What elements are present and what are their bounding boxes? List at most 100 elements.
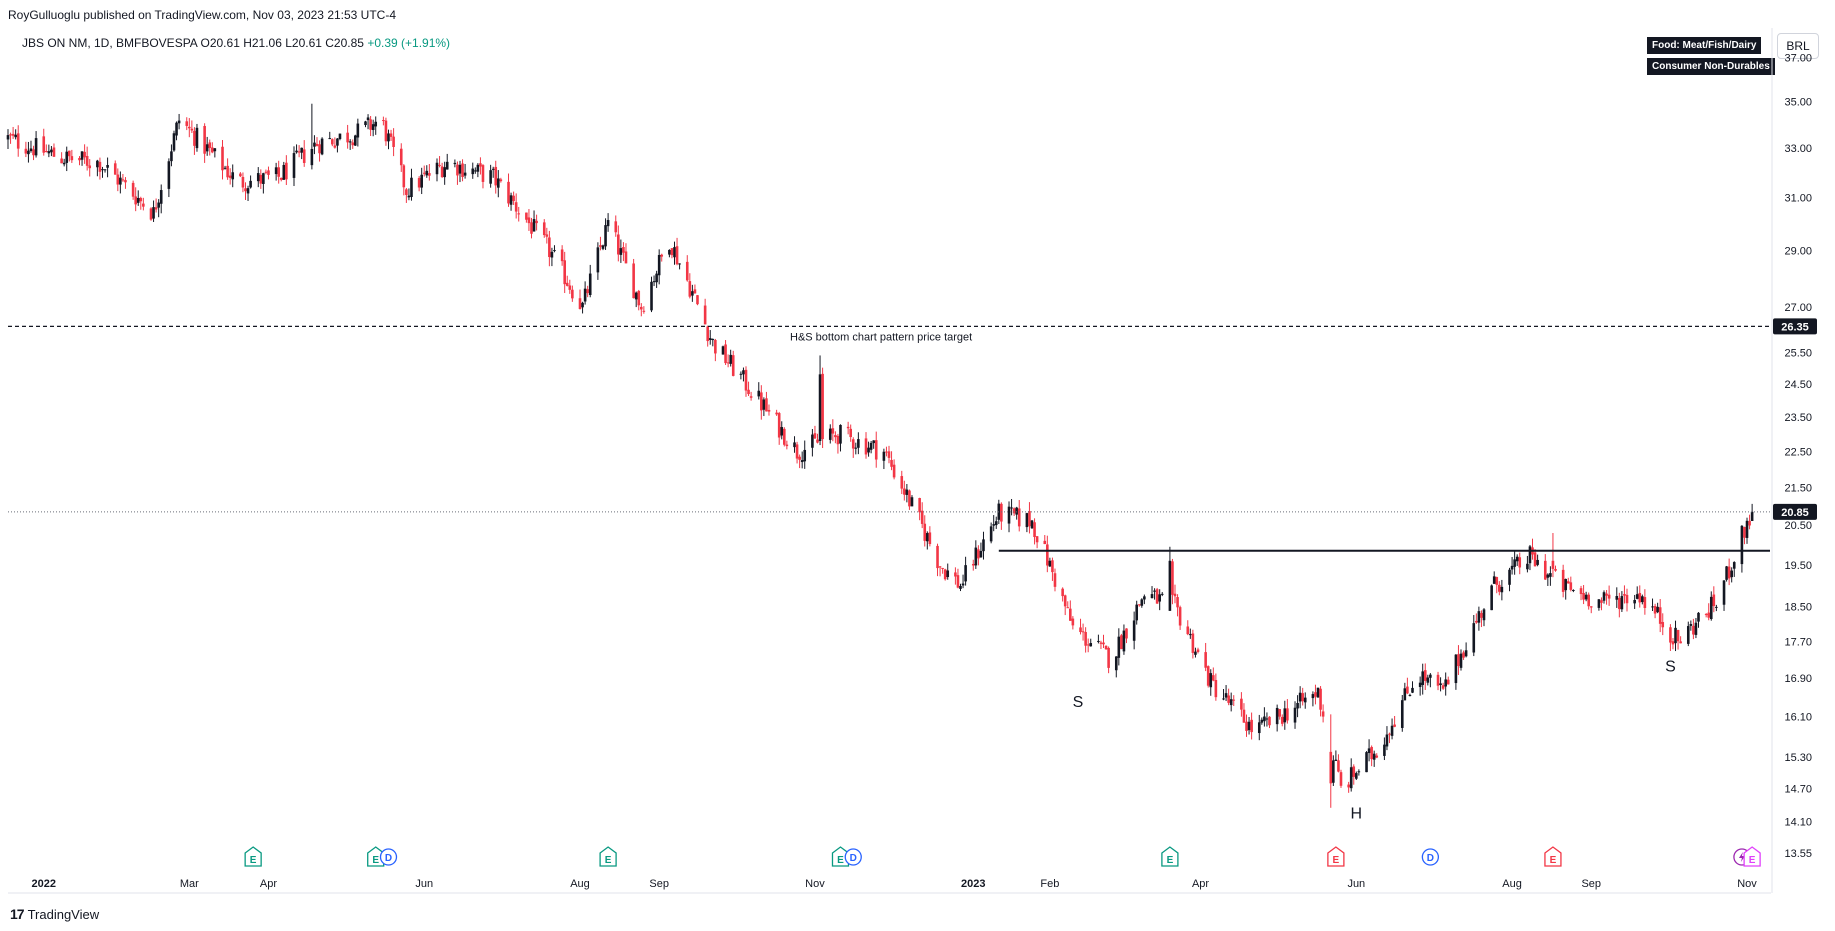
candle-body	[387, 133, 390, 142]
candle-body	[1418, 682, 1422, 687]
candle-body	[336, 138, 339, 146]
candle-body	[509, 195, 513, 205]
candle-body	[239, 173, 242, 177]
candle-body	[1122, 630, 1126, 652]
candle-body	[703, 305, 707, 325]
time-tick-label: Jun	[415, 878, 433, 890]
candle-body	[1365, 752, 1368, 773]
candle-body	[328, 138, 332, 140]
candle-body	[1104, 645, 1108, 650]
candle-body	[1732, 562, 1736, 569]
earnings-marker-label: E	[250, 855, 257, 866]
candle-body	[617, 234, 620, 255]
candle-body	[1222, 698, 1225, 700]
price-tick-label: 16.90	[1784, 673, 1812, 685]
tradingview-logo[interactable]: 17 TradingView	[10, 906, 99, 922]
candle-body	[371, 124, 375, 131]
candle-body	[274, 167, 278, 175]
sector-tag-industry[interactable]: Food: Meat/Fish/Dairy	[1647, 37, 1762, 54]
candle-body	[348, 141, 352, 143]
symbol-legend[interactable]: JBS ON NM, 1D, BMFBOVESPA O20.61 H21.06 …	[22, 36, 450, 50]
candle-body	[1311, 694, 1315, 699]
earnings-marker	[1161, 846, 1179, 867]
candle-body	[890, 459, 893, 467]
time-tick-label: Jun	[1347, 878, 1365, 890]
candle-body	[1176, 597, 1179, 608]
time-tick-label: Aug	[1502, 878, 1522, 890]
candle-body	[50, 149, 53, 153]
candle-body	[195, 127, 199, 149]
candle-body	[691, 291, 694, 296]
candle-body	[142, 203, 145, 207]
candle-body	[16, 133, 20, 149]
candle-body	[1007, 506, 1011, 524]
candle-body	[1441, 685, 1445, 689]
candle-body	[1329, 751, 1333, 784]
candle-body	[1107, 647, 1110, 668]
candle-body	[1053, 573, 1057, 587]
candle-body	[775, 412, 778, 415]
candle-body	[213, 148, 217, 152]
candle-body	[231, 172, 235, 180]
currency-badge[interactable]: BRL	[1777, 33, 1819, 59]
candle-body	[159, 190, 163, 204]
candle-body	[1406, 686, 1409, 694]
candle-body	[1303, 697, 1307, 703]
candle-body	[149, 208, 153, 220]
price-tick-label: 27.00	[1784, 302, 1812, 314]
candle-body	[800, 460, 804, 463]
candle-body	[1375, 755, 1379, 758]
earnings-marker	[1327, 846, 1345, 867]
price-label-text: 26.35	[1781, 321, 1809, 333]
candle-body	[943, 569, 947, 580]
candle-body	[27, 150, 30, 155]
candle-body	[517, 213, 521, 215]
candle-body	[1153, 590, 1156, 592]
candle-body	[1178, 607, 1182, 626]
candle-body	[639, 306, 643, 310]
candle-body	[139, 198, 143, 202]
candle-body	[857, 439, 860, 448]
candle-body	[1283, 708, 1287, 723]
candle-body	[1012, 508, 1016, 514]
candle-body	[1518, 557, 1522, 568]
candle-body	[780, 427, 784, 436]
candle-body	[1500, 586, 1504, 593]
candle-body	[241, 176, 245, 188]
price-change: +0.39 (+1.91%)	[367, 36, 451, 50]
candle-body	[1069, 608, 1072, 621]
candle-body	[1316, 687, 1320, 698]
candle-body	[154, 207, 158, 210]
candle-body	[366, 117, 370, 121]
price-tick-label: 20.50	[1784, 520, 1812, 532]
candle-body	[9, 134, 12, 136]
candle-body	[1135, 604, 1139, 621]
candle-body	[1618, 597, 1621, 610]
candle-body	[762, 399, 766, 410]
candle-body	[1536, 559, 1539, 565]
candle-body	[1607, 594, 1611, 599]
candle-body	[124, 180, 127, 183]
candle-body	[619, 248, 623, 255]
candle-body	[599, 245, 602, 247]
candle-body	[453, 162, 457, 165]
candle-body	[1015, 507, 1018, 515]
candle-body	[1669, 627, 1672, 643]
sector-tag-sector[interactable]: Consumer Non-Durables	[1647, 58, 1775, 75]
candle-body	[435, 162, 439, 175]
dividend-marker	[844, 848, 862, 866]
candle-body	[1393, 724, 1396, 727]
price-tick-label: 16.10	[1784, 712, 1812, 724]
candle-body	[941, 567, 944, 569]
candle-body	[1513, 559, 1516, 567]
candle-body	[420, 174, 423, 188]
candle-body	[172, 133, 176, 151]
pattern-label: H	[1351, 805, 1363, 822]
candle-body	[1232, 699, 1236, 701]
candle-body	[1280, 716, 1284, 724]
candle-body	[1319, 688, 1322, 710]
price-tick-label: 15.30	[1784, 752, 1812, 764]
candle-body	[384, 120, 388, 142]
candle-body	[783, 428, 786, 445]
